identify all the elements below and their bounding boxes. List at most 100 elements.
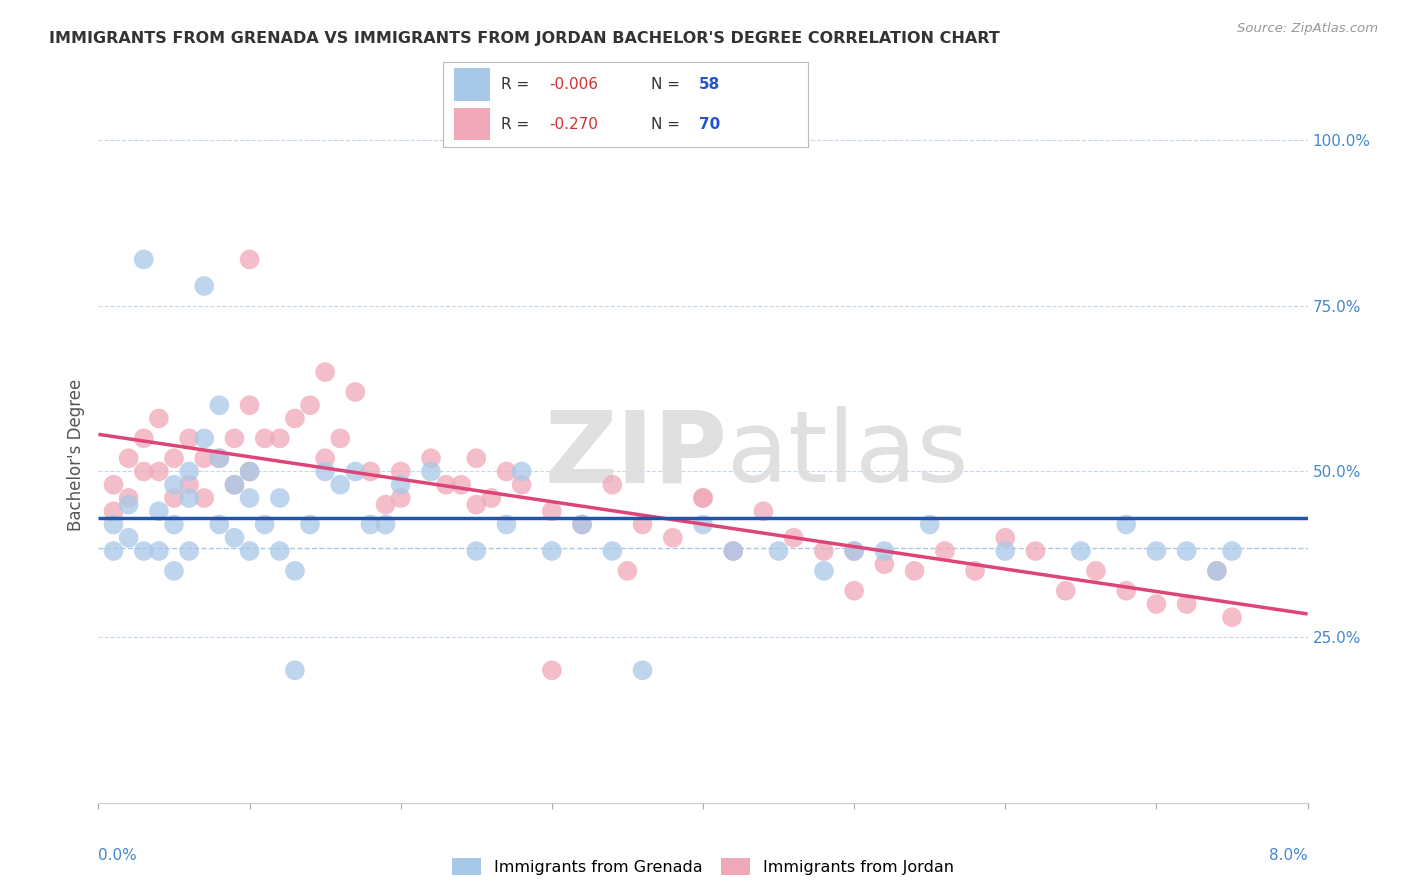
Point [994, 531, 1017, 545]
Text: R =: R = [502, 77, 534, 92]
Point [965, 564, 987, 578]
Point [208, 451, 231, 466]
Point [239, 252, 262, 267]
Point [239, 491, 262, 505]
Point [844, 583, 866, 598]
Point [783, 531, 806, 545]
Point [360, 465, 382, 479]
Text: -0.006: -0.006 [548, 77, 598, 92]
Point [148, 544, 170, 558]
Point [1070, 544, 1092, 558]
Point [193, 491, 215, 505]
Point [1146, 544, 1168, 558]
Point [132, 544, 155, 558]
Point [118, 491, 141, 505]
Point [934, 544, 956, 558]
Point [163, 517, 186, 532]
Point [495, 517, 517, 532]
Point [434, 477, 457, 491]
Point [179, 477, 201, 491]
Text: 58: 58 [699, 77, 720, 92]
Point [813, 564, 835, 578]
Point [1206, 564, 1229, 578]
Point [1175, 597, 1198, 611]
Point [163, 451, 186, 466]
Point [314, 465, 336, 479]
Point [450, 477, 472, 491]
Point [269, 491, 291, 505]
Bar [454, 69, 491, 101]
Point [374, 517, 396, 532]
Point [269, 431, 291, 445]
Point [420, 451, 443, 466]
Point [132, 465, 155, 479]
Point [692, 517, 714, 532]
Point [329, 431, 352, 445]
Point [239, 398, 262, 412]
Point [103, 517, 125, 532]
Point [510, 465, 533, 479]
Point [389, 477, 412, 491]
Point [163, 477, 186, 491]
Text: atlas: atlas [727, 407, 969, 503]
Point [179, 491, 201, 505]
Point [1085, 564, 1108, 578]
Point [723, 544, 745, 558]
Point [481, 491, 503, 505]
Point [253, 517, 276, 532]
Point [844, 544, 866, 558]
Point [692, 491, 714, 505]
Point [541, 504, 564, 518]
Point [148, 465, 170, 479]
Point [1220, 544, 1243, 558]
Point [118, 531, 141, 545]
Point [692, 491, 714, 505]
Point [284, 564, 307, 578]
Point [239, 465, 262, 479]
Point [299, 398, 322, 412]
Point [768, 544, 790, 558]
Point [118, 451, 141, 466]
Point [465, 498, 488, 512]
Point [103, 477, 125, 491]
Point [873, 544, 896, 558]
Point [179, 544, 201, 558]
Point [132, 252, 155, 267]
Point [299, 517, 322, 532]
Point [420, 465, 443, 479]
Point [163, 491, 186, 505]
Point [103, 504, 125, 518]
Point [224, 531, 246, 545]
Point [1115, 517, 1137, 532]
Point [1025, 544, 1047, 558]
Point [752, 504, 775, 518]
Point [602, 544, 624, 558]
Point [994, 544, 1017, 558]
Point [465, 544, 488, 558]
Point [389, 465, 412, 479]
Point [904, 564, 927, 578]
Point [239, 465, 262, 479]
Point [193, 451, 215, 466]
Point [1175, 544, 1198, 558]
Point [193, 431, 215, 445]
Point [1206, 564, 1229, 578]
Point [224, 477, 246, 491]
Point [465, 451, 488, 466]
Point [495, 465, 517, 479]
Point [616, 564, 638, 578]
Point [224, 431, 246, 445]
Point [103, 544, 125, 558]
Point [253, 431, 276, 445]
Point [813, 544, 835, 558]
Point [360, 517, 382, 532]
Point [329, 477, 352, 491]
Point [1054, 583, 1077, 598]
Point [344, 384, 367, 399]
Point [118, 498, 141, 512]
Point [1220, 610, 1243, 624]
Text: Source: ZipAtlas.com: Source: ZipAtlas.com [1237, 22, 1378, 36]
Text: ZIP: ZIP [544, 407, 727, 503]
Point [284, 411, 307, 425]
Point [723, 544, 745, 558]
